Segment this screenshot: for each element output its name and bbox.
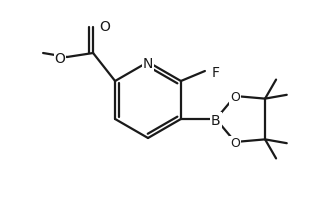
Text: N: N [143, 57, 153, 70]
Text: O: O [99, 20, 110, 33]
Text: F: F [212, 66, 220, 79]
Text: O: O [230, 91, 240, 104]
Text: O: O [54, 51, 65, 66]
Text: O: O [230, 137, 240, 150]
Text: B: B [211, 114, 221, 128]
